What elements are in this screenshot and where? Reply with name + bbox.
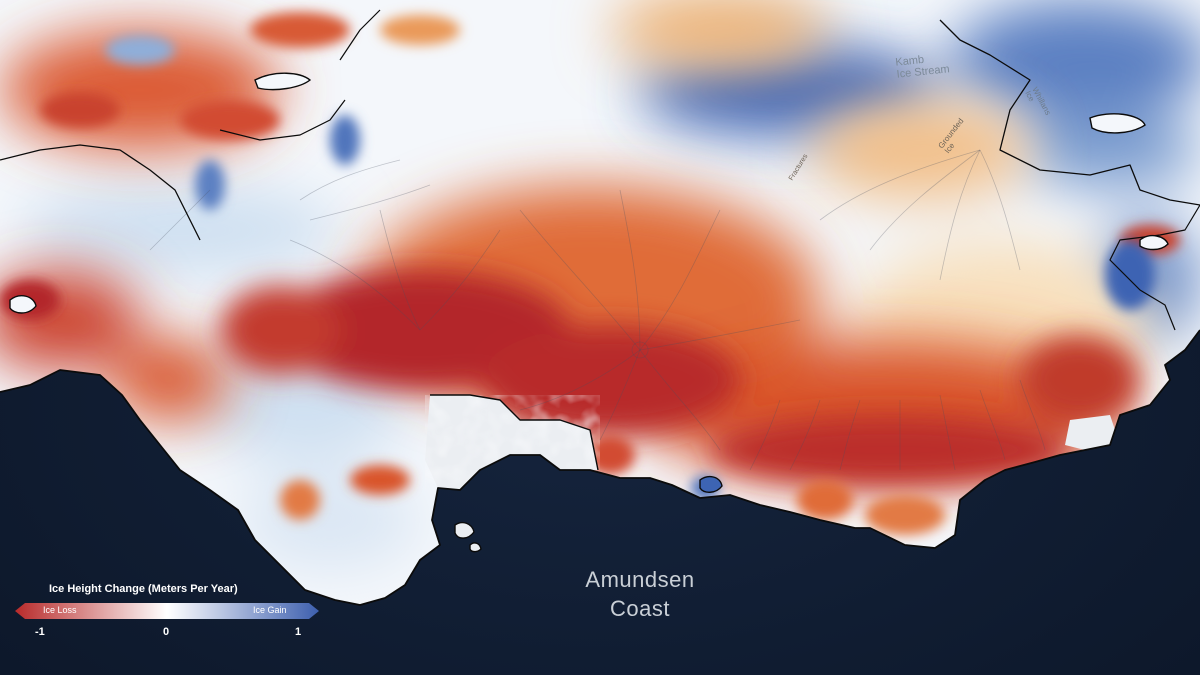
legend-tick-min: -1 xyxy=(35,626,45,638)
islands xyxy=(9,72,1169,553)
legend-bar-shape xyxy=(15,603,319,619)
ice-loss-label: Ice Loss xyxy=(43,605,77,615)
flow-lines xyxy=(149,149,1046,471)
legend-title: Ice Height Change (Meters Per Year) xyxy=(49,583,238,595)
legend-tick-mid: 0 xyxy=(163,626,170,638)
deep-loss-regions xyxy=(220,270,1140,485)
legend-color-bar xyxy=(15,603,319,619)
gain-patches xyxy=(105,35,1155,500)
legend-tick-max: 1 xyxy=(295,626,302,638)
coastline xyxy=(0,9,1200,606)
legend: Ice Height Change (Meters Per Year) Ice … xyxy=(15,583,325,645)
ice-gain-label: Ice Gain xyxy=(253,605,287,615)
amundsen-coast-label: Amundsen Coast xyxy=(585,567,695,621)
